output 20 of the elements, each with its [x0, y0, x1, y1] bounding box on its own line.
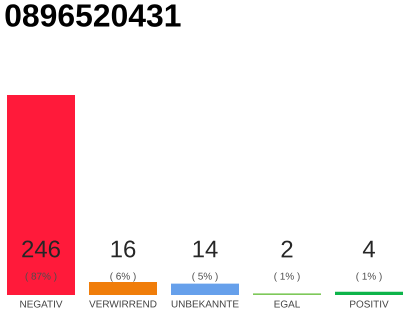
data-label: 4: [362, 240, 375, 258]
annotation: ( 1% ): [356, 272, 382, 282]
data-label: 16: [112, 240, 136, 258]
data-label: 2: [282, 240, 292, 258]
annotation: ( 5% ): [192, 272, 218, 282]
x-tick-label: VERWIRREND: [89, 300, 156, 308]
x-tick-label: POSITIV: [350, 300, 389, 308]
bar: [7, 94, 75, 295]
x-tick-label: UNBEKANNTE: [172, 300, 239, 308]
data-label: 14: [194, 240, 218, 258]
x-tick-label: EGAL: [274, 300, 300, 308]
x-tick-label: NEGATIV: [20, 300, 62, 308]
annotation: ( 1% ): [274, 272, 300, 282]
annotation: ( 6% ): [110, 272, 136, 282]
chart-title: 0896520431: [5, 4, 181, 27]
bar: [171, 284, 240, 295]
bar: [335, 292, 404, 295]
bar: [89, 282, 157, 295]
data-label: 246: [22, 240, 60, 258]
annotation: ( 87% ): [26, 272, 56, 282]
